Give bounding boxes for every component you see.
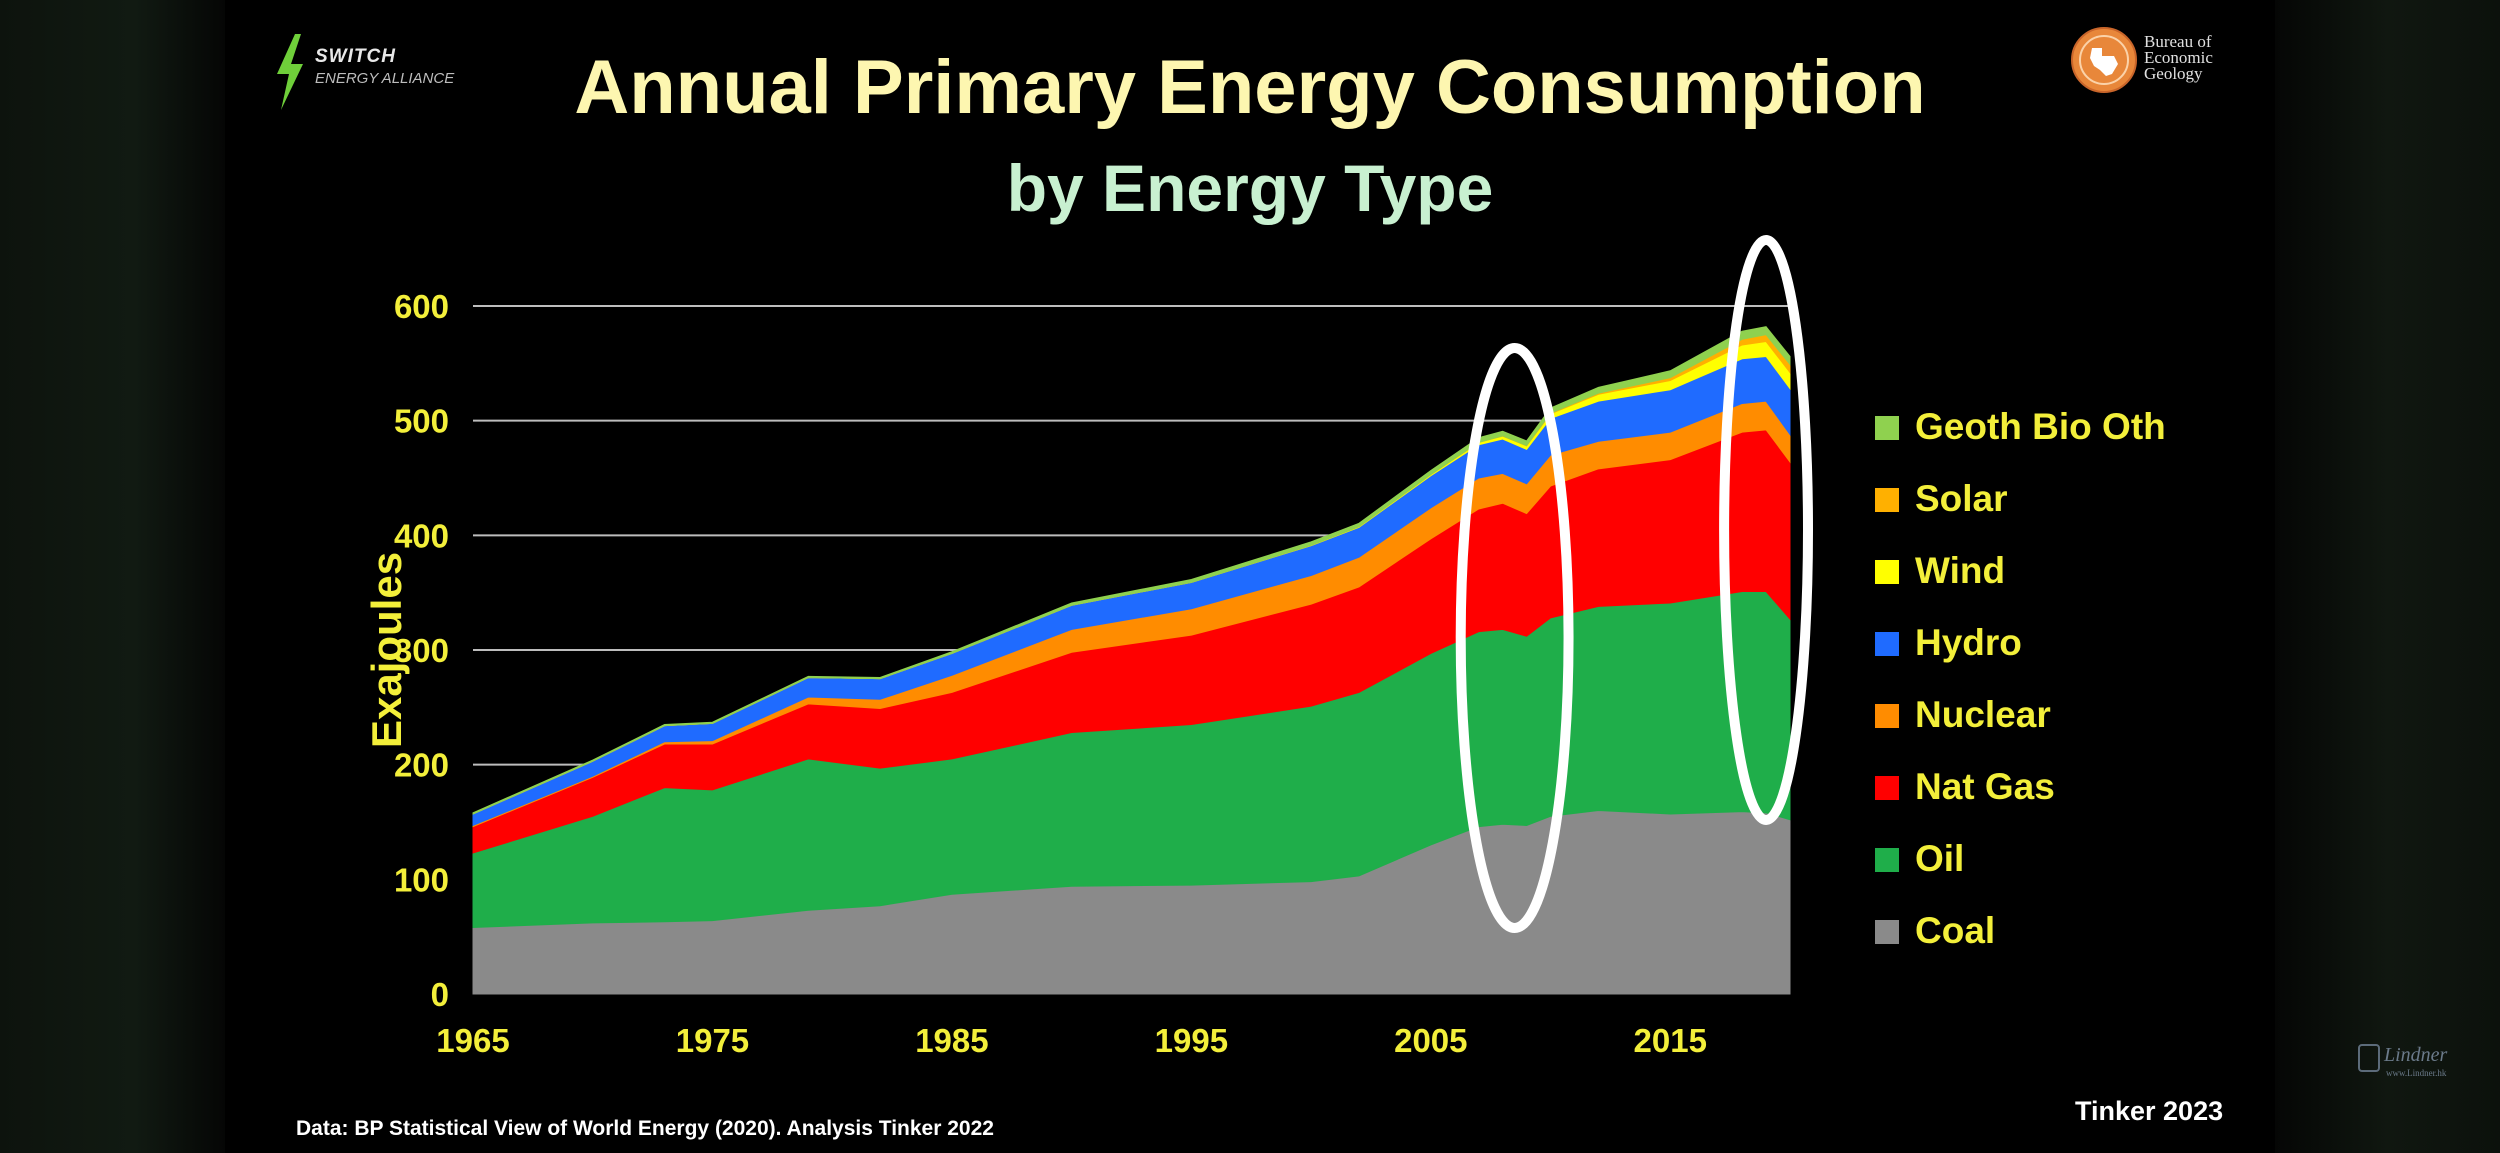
background-edge-left <box>0 0 225 1153</box>
x-tick-label-1995: 1995 <box>1155 1022 1228 1059</box>
legend-item-oil: Oil <box>1875 830 2255 902</box>
legend-label-hydro: Hydro <box>1915 622 2022 663</box>
legend-item-nat-gas: Nat Gas <box>1875 758 2255 830</box>
chart-title: Annual Primary Energy Consumption <box>574 45 1926 130</box>
switch-energy-alliance-logo: SWITCH ENERGY ALLIANCE <box>273 34 493 114</box>
area-geoth-bio-oth <box>472 326 1791 815</box>
legend-item-geoth-bio-oth: Geoth Bio Oth <box>1875 398 2255 470</box>
chart-subtitle: by Energy Type <box>1006 151 1494 225</box>
texas-seal-icon <box>2071 27 2137 93</box>
legend-swatch-wind <box>1875 560 1899 584</box>
legend-label-wind: Wind <box>1915 550 2006 591</box>
data-source-note: Data: BP Statistical View of World Energ… <box>296 1117 994 1140</box>
y-tick-label-400: 400 <box>394 517 449 554</box>
highlight-ellipse-2 <box>1719 235 1814 825</box>
switch-logo-line2: ENERGY ALLIANCE <box>315 70 455 87</box>
x-tick-label-2015: 2015 <box>1634 1022 1707 1059</box>
x-tick-label-1975: 1975 <box>676 1022 749 1059</box>
legend-label-oil: Oil <box>1915 838 1965 879</box>
author-credit: Tinker 2023 <box>2075 1096 2224 1126</box>
legend-swatch-coal <box>1875 920 1899 944</box>
legend-item-solar: Solar <box>1875 470 2255 542</box>
y-axis-label: Exajoules <box>363 552 410 748</box>
legend-swatch-geoth-bio-oth <box>1875 416 1899 440</box>
legend-swatch-nuclear <box>1875 704 1899 728</box>
legend-item-nuclear: Nuclear <box>1875 686 2255 758</box>
lightning-bolt-icon <box>277 34 303 110</box>
highlight-ellipse-1 <box>1455 343 1574 933</box>
legend-item-hydro: Hydro <box>1875 614 2255 686</box>
legend: Geoth Bio Oth Solar Wind Hydro Nuclear N… <box>1875 398 2255 974</box>
legend-swatch-hydro <box>1875 632 1899 656</box>
y-tick-label-200: 200 <box>394 747 449 784</box>
legend-swatch-solar <box>1875 488 1899 512</box>
bureau-logo-line2: Economic <box>2144 48 2213 67</box>
y-tick-label-0: 0 <box>431 976 449 1013</box>
legend-label-nuclear: Nuclear <box>1915 694 2051 735</box>
switch-logo-line1: SWITCH <box>315 46 396 67</box>
y-tick-label-500: 500 <box>394 403 449 440</box>
watermark-name: Lindner <box>2384 1044 2448 1066</box>
x-tick-label-1985: 1985 <box>915 1022 988 1059</box>
y-tick-label-600: 600 <box>394 288 449 325</box>
background-edge-right <box>2275 0 2500 1153</box>
legend-label-coal: Coal <box>1915 910 1996 951</box>
legend-label-geoth-bio-oth: Geoth Bio Oth <box>1915 406 2166 447</box>
legend-label-nat-gas: Nat Gas <box>1915 766 2055 807</box>
legend-item-wind: Wind <box>1875 542 2255 614</box>
legend-label-solar: Solar <box>1915 478 2008 519</box>
lindner-watermark: Lindner www.Lindner.hk <box>2358 1044 2468 1096</box>
slide: SWITCH ENERGY ALLIANCE Bureau of Economi… <box>225 0 2275 1153</box>
y-tick-label-300: 300 <box>394 632 449 669</box>
bureau-logo-line3: Geology <box>2144 64 2203 83</box>
y-tick-label-100: 100 <box>394 861 449 898</box>
legend-swatch-nat-gas <box>1875 776 1899 800</box>
x-tick-label-1965: 1965 <box>436 1022 509 1059</box>
legend-swatch-oil <box>1875 848 1899 872</box>
bureau-economic-geology-logo: Bureau of Economic Geology <box>2070 22 2270 102</box>
legend-item-coal: Coal <box>1875 902 2255 974</box>
bureau-logo-line1: Bureau of <box>2144 32 2212 51</box>
stacked-area-chart: 0 100 200 300 400 500 600 1965 1975 1985 1995 2005 2… <box>363 235 1814 1059</box>
lindner-mark-icon <box>2358 1044 2380 1072</box>
watermark-url: www.Lindner.hk <box>2386 1068 2447 1078</box>
x-tick-label-2005: 2005 <box>1394 1022 1467 1059</box>
